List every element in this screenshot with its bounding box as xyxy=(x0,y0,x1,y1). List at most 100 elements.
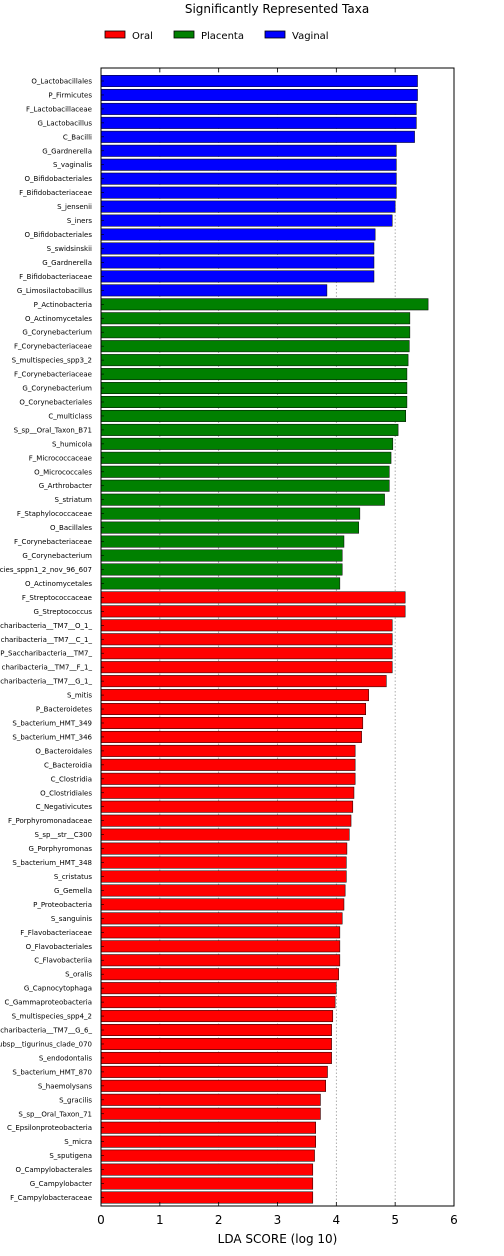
y-tick-label: F_Streptococcaceae xyxy=(22,594,92,602)
bar xyxy=(100,270,375,283)
bar xyxy=(100,633,393,646)
y-tick-label: G_Corynebacterium xyxy=(22,329,92,337)
bar xyxy=(100,479,390,492)
bar xyxy=(100,591,406,604)
y-tick-label: C_Bacilli xyxy=(63,133,92,141)
bar xyxy=(100,158,397,171)
bar xyxy=(100,940,341,953)
y-tick-label: S_multispecies_spp3_2 xyxy=(12,357,92,365)
bar xyxy=(100,619,393,632)
y-tick-label: C_multiclass xyxy=(48,412,92,420)
bar xyxy=(100,186,397,199)
x-ticks: 0 1 2 3 4 5 6 xyxy=(97,68,458,1227)
y-tick-label: S_sp__str__C300 xyxy=(34,831,92,839)
bar xyxy=(100,465,390,478)
y-tick-label: F_Corynebacteriaceae xyxy=(14,343,92,351)
y-tick-label: F_Corynebacteriaceae xyxy=(14,371,92,379)
bar xyxy=(100,1010,334,1023)
bar xyxy=(100,870,347,883)
x-tick-label: 0 xyxy=(97,1213,105,1227)
y-tick-label: S_humicola xyxy=(52,440,92,448)
y-tick-label: G_Corynebacterium xyxy=(22,385,92,393)
y-tick-label: S_oralis xyxy=(65,971,92,979)
bar xyxy=(100,172,397,185)
bar xyxy=(100,1038,332,1050)
bar xyxy=(100,744,356,757)
legend-swatch xyxy=(173,30,195,39)
y-tick-label: S_sp__Oral_Taxon_71 xyxy=(18,1110,92,1118)
y-tick-label: charibacteria__TM7__G_1_ xyxy=(0,678,92,686)
legend-item-vaginal: Vaginal xyxy=(264,30,329,42)
bar xyxy=(100,88,418,101)
y-tick-label: G_Limosilactobacillus xyxy=(17,287,92,295)
bar xyxy=(100,772,356,785)
y-tick-labels: O_Lactobacillales P_Firmicutes F_Lactobaci… xyxy=(0,78,104,1202)
legend-label: Oral xyxy=(132,31,153,42)
bar xyxy=(100,102,417,115)
x-tick-label: 6 xyxy=(450,1213,458,1227)
bar xyxy=(100,730,362,743)
legend: Oral Placenta Vaginal xyxy=(104,30,329,42)
y-tick-label: G_Streptococcus xyxy=(33,608,92,616)
legend-item-placenta: Placenta xyxy=(173,30,244,42)
bar xyxy=(100,563,343,576)
bar xyxy=(100,507,361,520)
y-tick-label: G_Capnocytophaga xyxy=(24,985,92,993)
y-tick-label: O_Actinomycetales xyxy=(25,315,92,323)
y-tick-label: O_Actinomycetales xyxy=(25,580,92,588)
bar xyxy=(100,605,406,618)
y-tick-label: P_Proteobacteria xyxy=(33,901,92,909)
y-tick-label: O_Clostridiales xyxy=(40,789,92,797)
bar xyxy=(100,549,343,562)
bar xyxy=(100,298,429,311)
y-tick-label: G_Gardnerella xyxy=(42,147,92,155)
y-tick-label: O_Bacillales xyxy=(50,524,92,532)
bar xyxy=(100,954,341,967)
y-tick-label: S_bacterium_HMT_870 xyxy=(12,1068,92,1076)
bar xyxy=(100,396,408,408)
bar xyxy=(100,284,328,297)
bar xyxy=(100,326,411,339)
bar xyxy=(100,521,359,534)
bar xyxy=(100,116,417,129)
y-tick-label: S_sp__Oral_Taxon_B71 xyxy=(14,426,92,434)
y-tick-label: C_Flavobacteriia xyxy=(34,957,92,965)
y-tick-label: O_Micrococcales xyxy=(34,468,92,476)
y-tick-label: ubsp__tigurinus_clade_070 xyxy=(0,1040,92,1048)
bar xyxy=(100,437,394,450)
y-tick-label: S_iners xyxy=(67,217,93,225)
bar xyxy=(100,1121,316,1134)
y-tick-label: G_Lactobacillus xyxy=(38,119,93,127)
y-tick-label: F_Staphylococcaceae xyxy=(17,510,92,518)
y-tick-label: C_Gammaproteobacteria xyxy=(4,999,92,1007)
y-tick-label: F_Micrococcaceae xyxy=(29,454,92,462)
y-tick-label: F_Porphyromonadaceae xyxy=(8,817,92,825)
x-tick-label: 2 xyxy=(215,1213,223,1227)
bar xyxy=(100,717,364,729)
bar xyxy=(100,1093,321,1106)
bar xyxy=(100,493,385,506)
bar xyxy=(100,800,354,813)
y-tick-label: S_cristatus xyxy=(54,873,92,881)
bar xyxy=(100,130,415,143)
y-tick-label: F_Corynebacteriaceae xyxy=(14,538,92,546)
y-tick-label: S_vaginalis xyxy=(53,161,92,169)
legend-swatch xyxy=(104,30,126,39)
y-tick-label: S_micra xyxy=(64,1138,92,1146)
legend-item-oral: Oral xyxy=(104,30,153,42)
y-tick-label: G_Campylobacter xyxy=(30,1180,92,1188)
bar xyxy=(100,577,341,590)
bar xyxy=(100,689,369,702)
y-tick-label: P_Bacteroidetes xyxy=(36,706,92,714)
y-tick-label: O_Bifidobacteriales xyxy=(24,175,92,183)
legend-label: Vaginal xyxy=(292,31,329,42)
y-tick-label: charibacteria__TM7__O_1_ xyxy=(0,622,92,630)
y-tick-label: C_Clostridia xyxy=(51,775,92,783)
legend-label: Placenta xyxy=(201,31,244,42)
bar xyxy=(100,898,345,911)
y-tick-label: cies_sppn1_2_nov_96_607 xyxy=(0,566,92,574)
y-tick-label: O_Lactobacillales xyxy=(31,78,92,86)
bar xyxy=(100,1024,332,1036)
y-tick-label: S_multispecies_spp4_2 xyxy=(12,1013,92,1021)
